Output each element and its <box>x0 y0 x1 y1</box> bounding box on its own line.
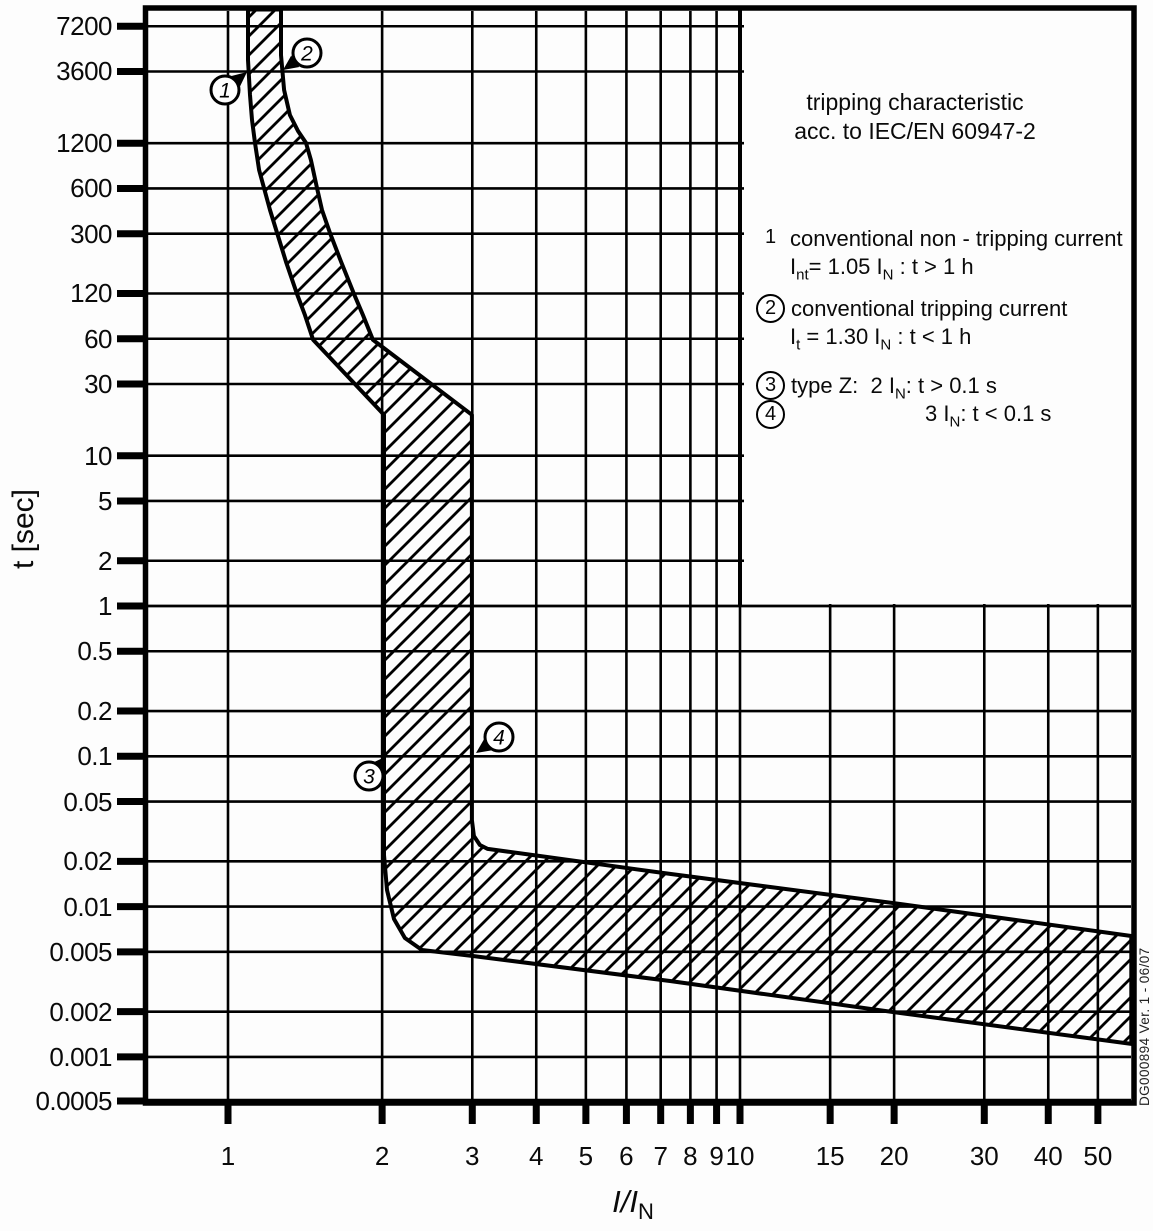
x-tick-label: 6 <box>619 1141 634 1171</box>
y-tick-label: 60 <box>84 323 112 354</box>
x-tick-label: 50 <box>1083 1141 1113 1171</box>
x-axis-title-sub: N <box>637 1199 654 1225</box>
x-tick-label: 15 <box>815 1141 845 1171</box>
curve-point-markers: 1 2 3 4 <box>209 37 515 792</box>
marker-pointer-1 <box>231 72 247 87</box>
y-tick-label: 0.001 <box>49 1041 112 1072</box>
y-tick-label: 2 <box>98 545 112 576</box>
legend-subscript: nt <box>796 266 809 284</box>
legend-item-line: type Z: 2 IN: t > 0.1 s <box>791 373 997 401</box>
legend-item-line: It = 1.30 IN : t < 1 h <box>790 324 972 352</box>
x-tick-label: 9 <box>709 1141 724 1171</box>
x-tick-label: 2 <box>374 1141 390 1171</box>
y-tick-label: 10 <box>84 440 112 471</box>
plot-frame <box>142 5 1137 1106</box>
x-tick-label: 3 <box>465 1141 480 1171</box>
marker-number-4: 4 <box>493 727 505 750</box>
legend-subscript: N <box>882 266 894 284</box>
x-tick-label: 10 <box>725 1141 755 1171</box>
legend-panel-background <box>744 11 1131 604</box>
legend-subscript: N <box>949 413 961 431</box>
axis-tick-marks <box>117 22 1102 1124</box>
legend-subscript: N <box>894 385 906 403</box>
legend-circled-number-3: 3 <box>756 370 785 400</box>
legend-text: : t < 0.1 s <box>960 401 1052 426</box>
x-axis-title-main: I/I <box>612 1184 638 1219</box>
y-tick-label: 1200 <box>56 128 112 159</box>
legend-title-line1: tripping characteristic <box>806 89 1024 115</box>
legend-text: type Z: 2 I <box>791 373 895 398</box>
x-tick-label: 8 <box>683 1141 698 1171</box>
y-tick-label: 0.5 <box>77 636 112 667</box>
legend-subscript: t <box>796 336 801 354</box>
x-tick-label: 20 <box>879 1141 909 1171</box>
legend-text: 3 I <box>925 401 950 426</box>
legend-circled-number-2: 2 <box>756 293 785 323</box>
y-tick-label: 5 <box>98 485 112 516</box>
y-tick-label: 0.02 <box>63 846 112 877</box>
y-tick-label: 0.05 <box>63 786 112 817</box>
y-tick-label: 300 <box>70 218 112 249</box>
legend-item-line: conventional non - tripping current <box>790 226 1123 251</box>
legend-text: conventional tripping current <box>791 296 1068 321</box>
legend-item-line: conventional tripping current <box>791 296 1067 321</box>
x-tick-label: 4 <box>529 1141 544 1171</box>
x-tick-label: 30 <box>969 1141 999 1171</box>
y-tick-label: 0.2 <box>77 696 112 727</box>
x-tick-label: 1 <box>220 1141 236 1171</box>
legend-text: I <box>790 324 797 349</box>
y-tick-label: 0.005 <box>49 936 112 967</box>
document-reference-watermark: DG000894 Ver. 1 - 06/07 <box>1137 947 1152 1106</box>
marker-pointer-2 <box>283 55 300 70</box>
y-tick-label: 0.0005 <box>35 1086 112 1116</box>
legend-text: = 1.05 I <box>808 254 883 279</box>
marker-circle-4 <box>483 721 515 753</box>
legend-item-line: Int= 1.05 IN : t > 1 h <box>790 254 974 282</box>
y-tick-label: 120 <box>70 278 112 309</box>
y-axis-title: t [sec] <box>7 488 40 570</box>
marker-number-1: 1 <box>219 80 231 103</box>
x-tick-label: 40 <box>1033 1141 1063 1171</box>
legend-text: conventional non - tripping current <box>790 226 1123 251</box>
marker-number-3: 3 <box>363 766 375 789</box>
y-tick-label: 1 <box>98 591 112 621</box>
y-tick-label: 0.002 <box>49 996 112 1027</box>
legend-text: : t > 0.1 s <box>905 373 997 398</box>
legend-text: = 1.30 I <box>800 324 881 349</box>
x-axis-title: I/IN <box>578 1184 688 1225</box>
legend-text: : t < 1 h <box>891 324 972 349</box>
marker-pointer-4 <box>476 738 493 753</box>
marker-circle-3 <box>353 760 385 792</box>
legend-text: : t > 1 h <box>893 254 974 279</box>
y-tick-label: 600 <box>70 173 112 204</box>
marker-circle-1 <box>209 74 241 106</box>
marker-circle-2 <box>291 37 323 69</box>
x-tick-label: 5 <box>578 1141 594 1171</box>
y-tick-label: 0.01 <box>63 891 112 922</box>
legend-text: I <box>790 254 797 279</box>
legend-panel-border <box>148 10 1131 608</box>
y-tick-label: 0.1 <box>77 741 112 772</box>
y-tick-label: 30 <box>84 368 112 399</box>
legend-number-1: 1 <box>764 225 777 248</box>
x-tick-label: 7 <box>653 1141 668 1171</box>
y-tick-label: 3600 <box>56 56 112 87</box>
legend-title: tripping characteristic acc. to IEC/EN 6… <box>715 88 1115 146</box>
y-tick-label: 7200 <box>56 11 112 42</box>
legend-circled-number-4: 4 <box>756 399 785 429</box>
legend-item-line: 3 IN: t < 0.1 s <box>925 401 1052 429</box>
legend-subscript: N <box>880 336 892 354</box>
marker-number-2: 2 <box>300 43 313 66</box>
legend-title-line2: acc. to IEC/EN 60947-2 <box>794 118 1036 144</box>
